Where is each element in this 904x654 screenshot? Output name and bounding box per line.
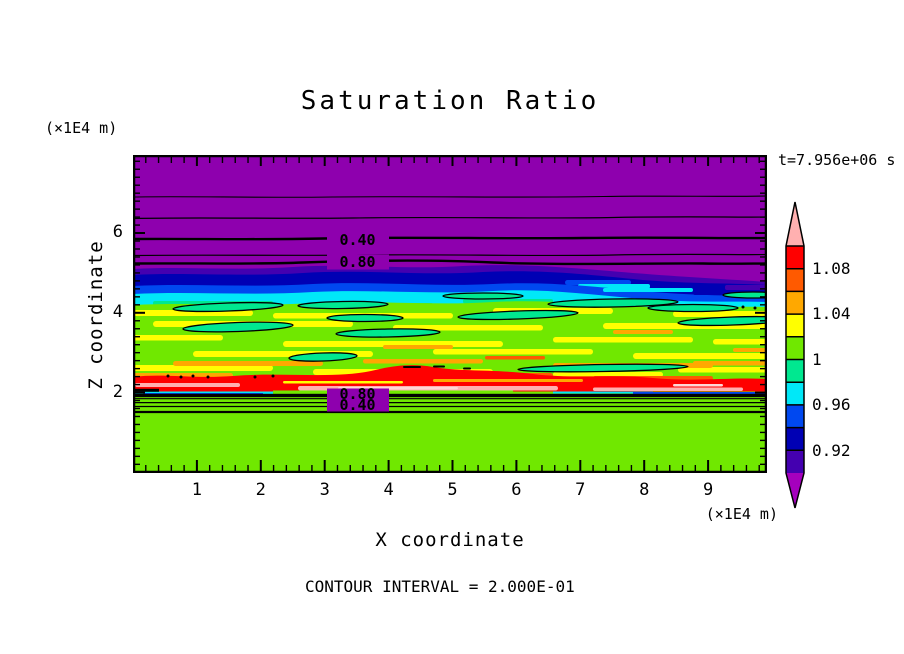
x-tick-label: 8 xyxy=(639,480,650,500)
colorbar-dividers xyxy=(786,245,804,452)
x-tick-label: 7 xyxy=(575,480,586,500)
x-tick-label: 9 xyxy=(702,480,714,500)
x-tick-label: 1 xyxy=(191,480,203,500)
colorbar-tick-label: 0.96 xyxy=(812,395,851,414)
colorbar xyxy=(785,201,805,509)
indigo-patch xyxy=(725,285,767,290)
lower-line-contours xyxy=(133,388,767,414)
colorbar-segments xyxy=(786,246,804,473)
y-tick-label: 6 xyxy=(112,222,123,242)
x-tick-label: 5 xyxy=(447,480,458,500)
colorbar-segment xyxy=(786,404,804,428)
pink-streaks xyxy=(135,383,743,391)
x-axis-title: X coordinate xyxy=(375,529,525,551)
y-tick-label: 4 xyxy=(112,301,123,322)
band-red xyxy=(133,365,767,392)
colorbar-tick-label: 1 xyxy=(812,349,822,369)
contour-label-040-bottom: 0.40 xyxy=(339,396,375,414)
contour-label-080-top: 0.80 xyxy=(339,253,375,271)
time-annotation: t=7.956e+06 s xyxy=(778,151,896,169)
blue-streak xyxy=(565,280,631,285)
colorbar-tick-label: 1.08 xyxy=(812,259,851,278)
colorbar-tick-label: 0.92 xyxy=(812,440,851,460)
colorbar-segment xyxy=(786,450,804,473)
colorbar-segment xyxy=(786,336,804,360)
x-tick-label: 4 xyxy=(383,480,394,500)
colorbar-segment xyxy=(786,246,804,269)
streaks-on-red xyxy=(433,379,583,382)
x-tick-label: 2 xyxy=(255,480,266,500)
contour-label-080-bottom: 0.80 xyxy=(339,385,375,403)
y-tick-label: 2 xyxy=(112,381,123,402)
contour-label-group: 0.40 0.80 0.80 0.40 xyxy=(327,231,389,414)
colorbar-tick-label: 1.04 xyxy=(812,304,851,323)
colorbar-segment xyxy=(786,382,804,405)
chart-title: Saturation Ratio xyxy=(300,86,600,116)
cyan-streak xyxy=(603,288,693,292)
y-axis-unit-label: (×1E4 m) xyxy=(45,119,118,137)
colorbar-below-arrow xyxy=(786,473,804,508)
colorbar-above-arrow xyxy=(786,202,804,246)
contour-interval-caption: CONTOUR INTERVAL = 2.000E-01 xyxy=(305,577,575,596)
x-tick-label: 6 xyxy=(511,480,522,500)
x-axis-unit-label: (×1E4 m) xyxy=(705,505,778,523)
colorbar-segment xyxy=(786,268,804,292)
axis-ticks xyxy=(135,157,765,471)
contour-plot-canvas: 0.40 0.80 0.80 0.40 xyxy=(133,155,767,473)
contour-label-040-top: 0.40 xyxy=(339,231,375,249)
colorbar-segment xyxy=(786,291,804,315)
contour-specks xyxy=(166,305,757,379)
x-tick-label: 3 xyxy=(319,480,330,500)
yellow-on-red xyxy=(283,381,403,384)
upper-line-contours xyxy=(133,195,767,266)
lens-contours xyxy=(172,291,767,373)
colorbar-segment xyxy=(786,359,804,383)
colorbar-segment xyxy=(786,427,804,451)
colorbar-segment xyxy=(786,314,804,337)
plot-border xyxy=(133,155,767,473)
